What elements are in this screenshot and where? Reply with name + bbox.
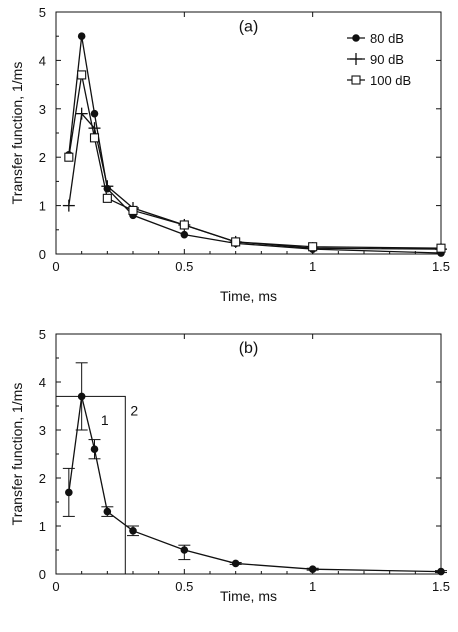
data-point — [180, 230, 189, 239]
legend-label: 90 dB — [370, 52, 404, 67]
rectangular-model — [55, 395, 126, 575]
data-point — [77, 70, 87, 80]
y-tick-label: 4 — [39, 375, 46, 390]
series-100-db — [64, 70, 446, 253]
data-point — [89, 133, 100, 143]
data-point — [437, 567, 445, 576]
x-tick-label: 0 — [52, 259, 59, 274]
legend-item: 80 dB — [347, 31, 404, 46]
y-tick-label: 0 — [39, 247, 46, 262]
x-tick-label: 0.5 — [175, 259, 193, 274]
data-point — [308, 242, 318, 252]
data-point — [103, 507, 112, 516]
y-tick-label: 5 — [39, 5, 46, 20]
annotation-label: 1 — [101, 412, 109, 428]
legend-marker — [352, 34, 360, 42]
x-tick-label: 1.5 — [432, 579, 450, 594]
data-point — [90, 109, 99, 118]
data-point — [75, 107, 88, 120]
legend-item: 100 dB — [347, 73, 411, 88]
series-line — [68, 36, 442, 254]
y-tick-label: 2 — [39, 150, 46, 165]
data-point — [65, 488, 73, 497]
panel-label: (a) — [239, 18, 259, 35]
chart-panel-b: 0 0.5 1 1.5 0 1 2 3 4 5 Time, ms Transfer function,… — [9, 327, 450, 604]
y-axis-label: Transfer function, 1/ms — [9, 383, 25, 526]
legend: 80 dB 90 dB 100 dB — [347, 31, 411, 88]
data-point — [88, 122, 101, 135]
y-tick-label: 2 — [39, 471, 46, 486]
legend-label: 80 dB — [370, 31, 404, 46]
x-tick-label: 1 — [309, 579, 316, 594]
data-point — [77, 32, 86, 41]
legend-item: 90 dB — [347, 52, 404, 67]
data-point — [64, 152, 74, 162]
data-point — [179, 220, 189, 230]
y-tick-label: 1 — [39, 519, 46, 534]
y-tick-label: 0 — [39, 567, 46, 582]
legend-marker — [350, 53, 362, 65]
y-tick-label: 1 — [39, 199, 46, 214]
annotation-label: 2 — [130, 403, 138, 419]
plot-frame — [55, 11, 442, 255]
data-point — [101, 180, 114, 193]
data-point — [436, 243, 446, 253]
data-point — [180, 546, 189, 554]
legend-marker — [351, 75, 361, 85]
y-tick-label: 5 — [39, 327, 46, 342]
chart-panel-a: 0 0.5 1 1.5 0 1 2 3 4 5 Time, ms Transfer function,… — [9, 5, 450, 304]
panel-label: (b) — [239, 340, 259, 357]
x-axis-label: Time, ms — [220, 288, 277, 304]
data-point — [231, 559, 240, 568]
x-tick-label: 1.5 — [432, 259, 450, 274]
plot-frame — [55, 333, 442, 575]
data-point — [231, 237, 241, 247]
series-line — [68, 112, 442, 250]
series-line — [68, 396, 442, 573]
data-point — [102, 193, 112, 203]
data-point — [308, 565, 317, 574]
series-line — [68, 74, 442, 249]
data-point — [62, 199, 75, 212]
data-point — [90, 445, 99, 454]
x-axis-label: Time, ms — [220, 588, 277, 604]
series-mean — [62, 362, 447, 576]
series-90-db — [62, 107, 447, 256]
legend-label: 100 dB — [370, 73, 411, 88]
x-tick-label: 0.5 — [175, 579, 193, 594]
data-point — [129, 527, 137, 535]
x-tick-label: 0 — [52, 579, 59, 594]
data-point — [128, 205, 138, 215]
data-point — [77, 392, 86, 401]
y-tick-label: 4 — [39, 53, 46, 68]
y-axis-label: Transfer function, 1/ms — [9, 62, 25, 205]
y-tick-label: 3 — [39, 102, 46, 117]
y-tick-label: 3 — [39, 423, 46, 438]
x-tick-label: 1 — [309, 259, 316, 274]
